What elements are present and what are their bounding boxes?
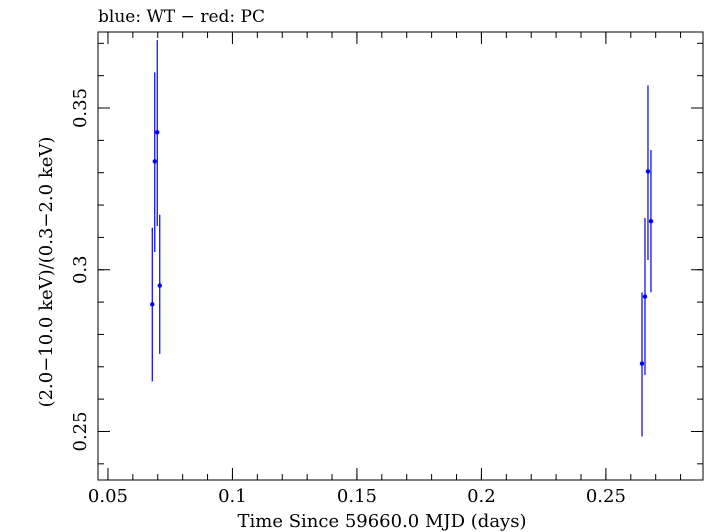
y-tick-label: 0.25 — [70, 411, 91, 451]
x-tick-label: 0.1 — [218, 486, 247, 507]
x-tick-label: 0.15 — [337, 486, 377, 507]
data-points — [150, 40, 654, 437]
x-tick-label: 0.2 — [467, 486, 496, 507]
x-tick-label: 0.05 — [88, 486, 128, 507]
y-tick-label: 0.3 — [70, 255, 91, 284]
chart-title: blue: WT − red: PC — [98, 7, 265, 27]
data-point — [648, 219, 654, 224]
x-axis-title: Time Since 59660.0 MJD (days) — [237, 511, 526, 532]
data-point — [642, 294, 648, 299]
axis-ticks — [98, 32, 703, 480]
x-tick-labels: 0.05 0.1 0.15 0.2 0.25 — [88, 486, 626, 507]
x-tick-label: 0.25 — [586, 486, 626, 507]
plot-frame — [97, 31, 704, 481]
data-point — [150, 302, 155, 307]
y-tick-label: 0.35 — [70, 88, 91, 128]
data-point — [152, 159, 157, 164]
data-point — [639, 361, 645, 366]
data-point — [155, 130, 160, 135]
data-point — [157, 283, 162, 288]
data-point — [645, 169, 651, 174]
y-tick-labels: 0.25 0.3 0.35 — [70, 88, 91, 452]
y-axis-title: (2.0−10.0 keV)/(0.3−2.0 keV) — [36, 137, 57, 408]
